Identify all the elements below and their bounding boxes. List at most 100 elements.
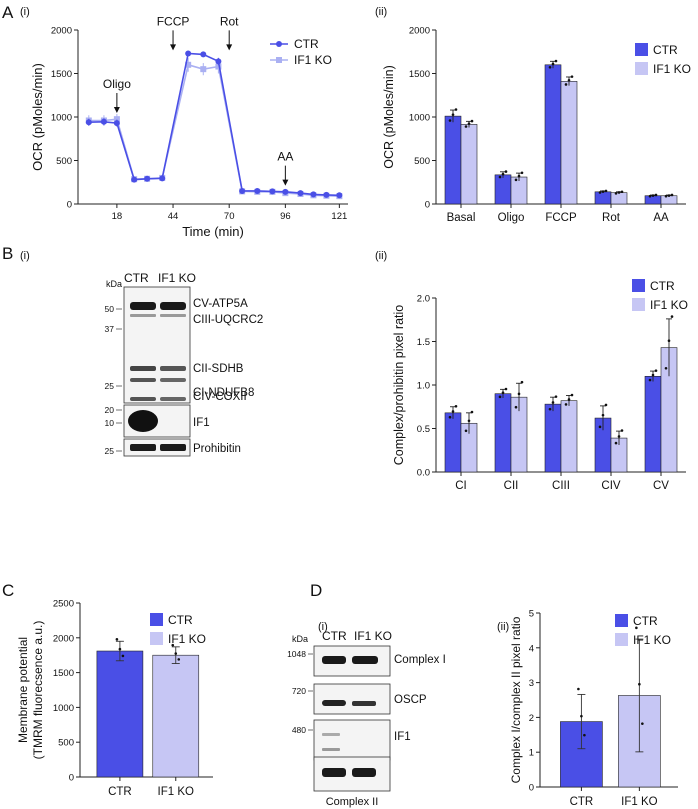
a-i-annot-arrowhead-0 [113, 107, 120, 113]
b-ii-dot-1-4-1 [667, 339, 671, 342]
b-ii-dot-0-2-1 [551, 401, 555, 404]
b-ii-dot-0-4-0 [648, 378, 652, 382]
a-ii-dot-1-0-0 [464, 125, 468, 128]
a-ii-bar-ctr-0 [444, 115, 462, 205]
a-ii-bar-ko-0 [460, 124, 478, 205]
a-i-point-ctr-2 [113, 120, 120, 127]
blot-b-prohibitin-membrane [123, 438, 191, 457]
a-i-ylabel: OCR (pMoles/min) [30, 63, 45, 171]
c-ytick-label-1: 500 [58, 738, 74, 749]
c-ytick-label-3: 1500 [53, 668, 74, 679]
a-i-legend-marker-ctr [276, 41, 282, 47]
b-ii-dot-1-1-0 [514, 405, 518, 409]
blot-b-label-atp5a: CV-ATP5A [193, 298, 248, 310]
c-ytick-label-0: 0 [69, 773, 74, 784]
a-i-point-ctr-16 [336, 192, 343, 199]
panel-label-d: D [310, 581, 322, 600]
b-ii-legend-swatch-ctr [632, 279, 645, 292]
b-ii-dot-0-2-2 [554, 395, 558, 398]
b-ii-dot-0-4-1 [651, 373, 655, 377]
a-ii-dot-1-2-2 [570, 75, 574, 78]
a-i-point-ctr-15 [323, 191, 330, 198]
blot-d-mw-720: 720 [292, 686, 306, 696]
b-ii-dot-1-4-0 [664, 366, 668, 370]
panel-a-sub-ii: (ii) [375, 6, 387, 18]
band-ctr-prohibitin [130, 444, 156, 451]
a-ii-dot-1-3-1 [617, 191, 621, 194]
a-ii-bar-ctr-3 [594, 191, 612, 205]
blot-b-lane-ko: IF1 KO [158, 271, 196, 285]
panel-d-sub-ii: (ii) [497, 621, 509, 633]
blot-b-mw-50: 50 [105, 304, 115, 314]
a-i-ytick-label-0: 0 [67, 200, 72, 211]
a-i-annot-arrowhead-1 [170, 44, 177, 51]
c-dot-1-2 [177, 658, 181, 661]
blot-d-label-complex-i: Complex I [394, 654, 446, 666]
b-ii-category-4: CV [653, 480, 669, 492]
b-ii-legend-label-ctr: CTR [650, 279, 675, 293]
a-ii-category-4: AA [653, 212, 669, 224]
b-ii-category-0: CI [455, 480, 467, 492]
a-i-ytick-label-3: 1500 [51, 69, 72, 80]
c-dot-1-0 [171, 643, 175, 647]
d-ii-ytick-label-2: 2 [529, 713, 534, 724]
a-ii-legend-label-ko: IF1 KO [653, 62, 691, 76]
a-ii-dot-0-1-2 [504, 170, 508, 173]
blot-d-if1-membrane [313, 719, 391, 761]
a-ii-ytick-label-3: 1500 [409, 69, 430, 80]
a-ii-dot-1-0-1 [467, 122, 471, 125]
a-i-point-ctr-12 [282, 188, 289, 195]
b-ii-dot-1-1-2 [520, 380, 524, 384]
d-ii-legend-swatch-ko [615, 633, 628, 646]
b-ii-ylabel: Complex/prohibitin pixel ratio [392, 305, 406, 466]
a-i-legend-marker-ko [276, 57, 282, 63]
blot-d-oscp-membrane [313, 683, 391, 715]
d-ii-dot-1-1 [638, 682, 641, 686]
a-i-series-line-ctr [88, 52, 340, 197]
b-ii-category-3: CIV [601, 480, 621, 492]
a-i-point-ctr-9 [239, 187, 246, 194]
band-ctr-ndufb8 [130, 397, 156, 401]
band-d-ko-complex-ii [352, 768, 376, 777]
a-ii-dot-0-2-1 [551, 62, 555, 66]
a-ii-dot-1-3-2 [620, 190, 624, 194]
b-ii-dot-0-1-1 [501, 391, 505, 394]
b-ii-dot-1-2-0 [564, 403, 568, 406]
b-ii-ytick-label-1: 0.5 [417, 424, 430, 435]
panel-d-sub-i: (i) [318, 621, 328, 633]
a-ii-dot-1-4-0 [664, 194, 668, 198]
a-i-point-ctr-6 [185, 50, 192, 57]
b-ii-dot-0-2-0 [548, 407, 552, 411]
d-ii-category-0: CTR [570, 796, 594, 808]
a-ii-dot-0-3-2 [604, 189, 608, 193]
b-ii-legend-label-ko: IF1 KO [650, 298, 688, 312]
a-i-ytick-label-4: 2000 [51, 26, 72, 37]
b-ii-legend-swatch-ko [632, 298, 645, 311]
a-i-xtick-label-1: 44 [168, 211, 179, 222]
blot-d-mw-1048: 1048 [287, 649, 306, 659]
band-ctr-coxii [130, 378, 156, 382]
a-ii-legend-swatch-ctr [635, 43, 648, 56]
a-ii-dot-1-3-0 [614, 192, 618, 195]
d-ii-legend-label-ctr: CTR [633, 614, 658, 628]
blot-d-label-if1: IF1 [394, 731, 411, 743]
b-ii-bar-ko-2 [560, 400, 578, 473]
a-ii-dot-0-4-2 [654, 193, 658, 197]
a-i-point-ko-8 [215, 63, 222, 70]
a-ii-dot-0-4-1 [651, 194, 655, 197]
band-d-ctr-if1-lower [322, 748, 340, 751]
band-d-ctr-if1-upper [322, 733, 340, 736]
a-ii-dot-1-2-1 [567, 78, 571, 82]
b-ii-category-2: CIII [552, 480, 570, 492]
a-i-xtick-label-2: 70 [224, 211, 235, 222]
blot-b-mw-20: 20 [105, 405, 115, 415]
a-i-annot-arrowhead-3 [282, 179, 289, 186]
d-ii-dot-1-2 [641, 722, 644, 725]
d-ii-ylabel: Complex I/complex II pixel ratio [509, 616, 523, 783]
b-ii-dot-0-3-2 [604, 403, 608, 407]
a-ii-ylabel: OCR (pMoles/min) [382, 65, 396, 169]
b-ii-category-1: CII [504, 480, 519, 492]
a-i-point-ctr-5 [159, 175, 166, 182]
band-ko-ndufb8 [160, 397, 186, 401]
